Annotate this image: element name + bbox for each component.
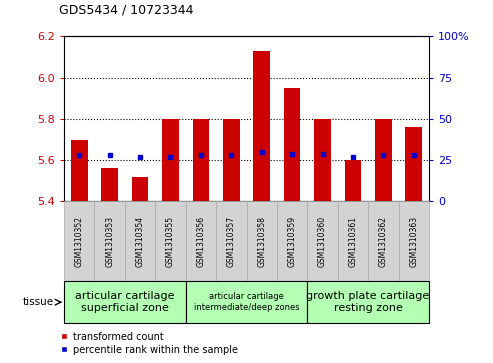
Bar (405, 127, 422, 201)
Bar (132, 177, 148, 201)
Text: GSM1310352: GSM1310352 (75, 216, 84, 267)
Bar (223, 119, 240, 201)
Bar (71, 139, 88, 201)
Text: GSM1310360: GSM1310360 (318, 216, 327, 267)
Bar (375, 119, 391, 201)
Text: GSM1310356: GSM1310356 (196, 216, 206, 267)
Text: GSM1310363: GSM1310363 (409, 216, 418, 267)
Text: GSM1310354: GSM1310354 (136, 216, 144, 267)
Text: GSM1310357: GSM1310357 (227, 216, 236, 267)
Bar (102, 168, 118, 201)
Text: articular cartilage
intermediate/deep zones: articular cartilage intermediate/deep zo… (194, 293, 299, 312)
Text: GSM1310361: GSM1310361 (349, 216, 357, 267)
Text: GSM1310353: GSM1310353 (105, 216, 114, 267)
Bar (314, 119, 331, 201)
Text: growth plate cartilage
resting zone: growth plate cartilage resting zone (307, 291, 430, 313)
Bar (345, 160, 361, 201)
Text: tissue: tissue (23, 297, 54, 307)
Bar (162, 119, 179, 201)
Text: articular cartilage
superficial zone: articular cartilage superficial zone (75, 291, 175, 313)
Legend: transformed count, percentile rank within the sample: transformed count, percentile rank withi… (59, 331, 238, 355)
Bar (284, 88, 300, 201)
Text: GSM1310362: GSM1310362 (379, 216, 388, 267)
Bar (253, 51, 270, 201)
Text: GSM1310359: GSM1310359 (287, 216, 297, 267)
Bar (193, 119, 209, 201)
Text: GDS5434 / 10723344: GDS5434 / 10723344 (59, 3, 194, 16)
Text: GSM1310355: GSM1310355 (166, 216, 175, 267)
Text: GSM1310358: GSM1310358 (257, 216, 266, 267)
